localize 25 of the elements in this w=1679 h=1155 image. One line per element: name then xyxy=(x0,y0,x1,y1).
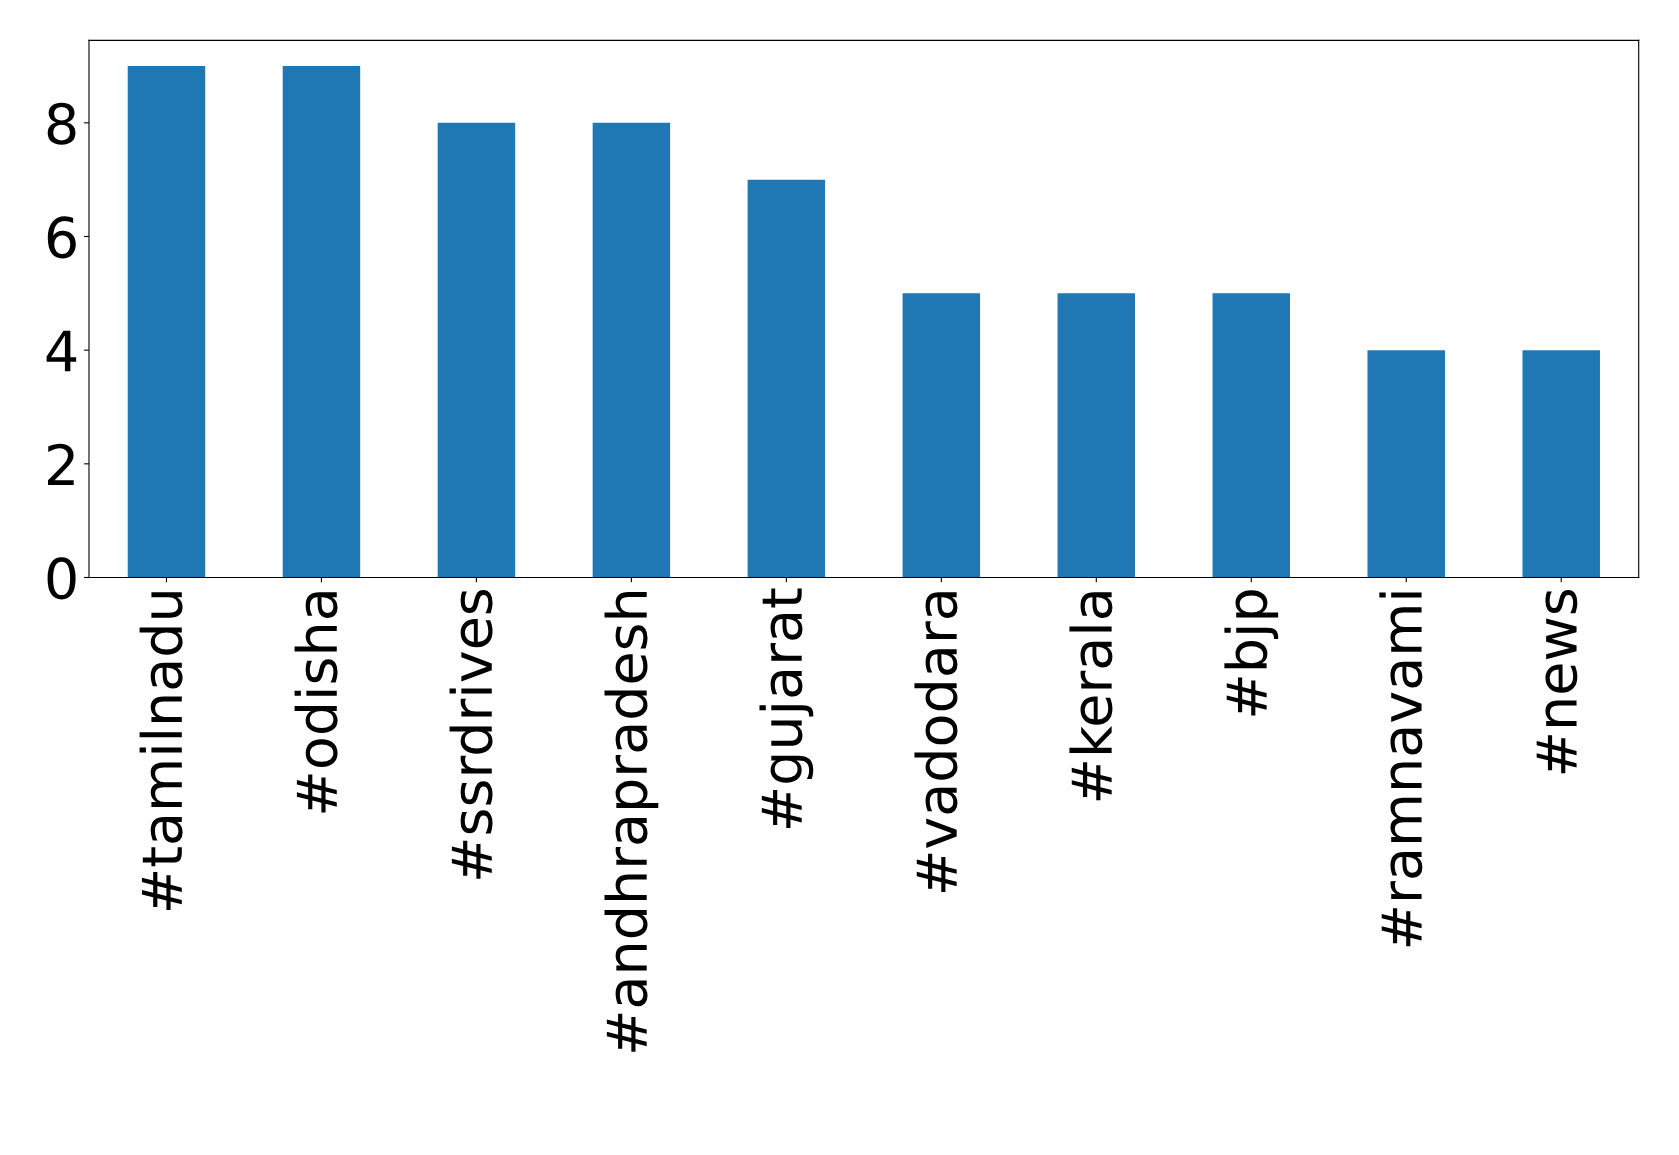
y-tick-label: 6 xyxy=(47,216,76,259)
x-tick-label: #ssrdrives xyxy=(449,589,493,879)
bar xyxy=(747,179,826,578)
bar xyxy=(127,66,206,578)
bar xyxy=(902,293,981,578)
x-tick-label: #bjp xyxy=(1224,590,1279,716)
bar xyxy=(437,122,516,578)
y-tick-label: 4 xyxy=(46,330,77,372)
x-tick-label: #andhrapradesh xyxy=(604,591,659,1052)
x-tick-label: #tamilnadu xyxy=(139,592,183,911)
bar xyxy=(1212,293,1291,578)
x-tick-label: #kerala xyxy=(1069,592,1113,801)
bar xyxy=(592,122,671,578)
y-tick-label: 0 xyxy=(47,557,76,600)
x-tick-label: #news xyxy=(1536,589,1578,774)
x-tick-label: #vadodara xyxy=(914,592,958,892)
y-tick-label: 8 xyxy=(47,102,76,145)
y-tick-label: 2 xyxy=(47,443,74,485)
bar xyxy=(1057,293,1136,578)
bar xyxy=(1522,350,1600,578)
x-tick-label: #gujarat xyxy=(759,588,814,829)
x-tick-label: #odisha xyxy=(294,592,338,813)
x-tick-label: #ramnavami xyxy=(1379,592,1423,947)
bar xyxy=(282,66,361,578)
bar xyxy=(1367,350,1445,578)
